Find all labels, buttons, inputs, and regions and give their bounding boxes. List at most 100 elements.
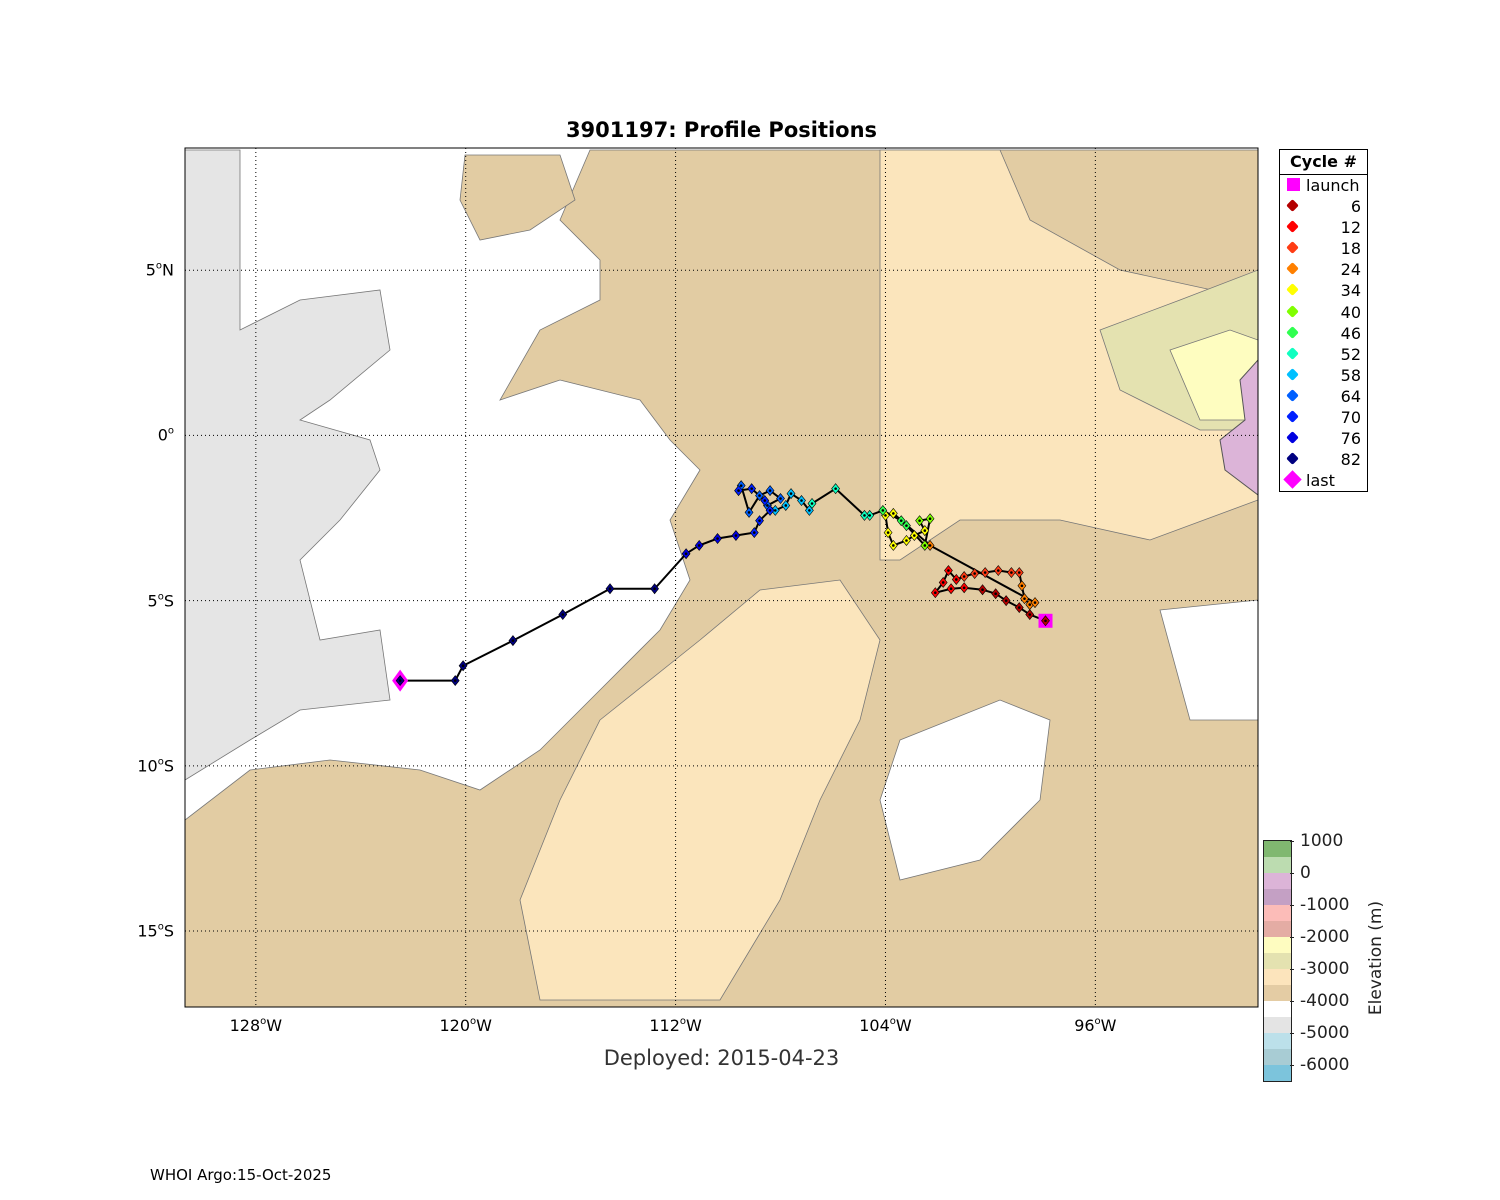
profile-point-center xyxy=(1028,603,1032,606)
profile-point-center xyxy=(884,514,887,517)
diamond-icon xyxy=(1286,304,1299,318)
colorbar-band xyxy=(1264,873,1291,889)
colorbar-tick xyxy=(1290,905,1294,906)
colorbar-tick xyxy=(1290,1065,1294,1066)
profile-point-center xyxy=(737,489,740,492)
colorbar-band xyxy=(1264,985,1291,1001)
profile-point-center xyxy=(684,552,688,556)
profile-point-center xyxy=(453,679,457,682)
colorbar-tick xyxy=(1290,1001,1294,1002)
profile-point-center xyxy=(1004,599,1008,602)
legend-item: 58 xyxy=(1280,365,1367,386)
colorbar-band xyxy=(1264,921,1291,937)
profile-point-center xyxy=(784,504,788,507)
profile-point-center xyxy=(918,519,921,522)
profile-point-center xyxy=(923,529,927,532)
profile-point-center xyxy=(981,588,984,592)
profile-point-center xyxy=(1017,606,1021,609)
x-tick-label: 96oW xyxy=(1074,1016,1117,1035)
profile-point-center xyxy=(1010,571,1013,574)
diamond-icon xyxy=(1286,410,1299,423)
x-tick-label: 120oW xyxy=(439,1016,492,1035)
colorbar-tick-label: 1000 xyxy=(1300,831,1344,851)
profile-point-center xyxy=(697,544,701,547)
profile-point-center xyxy=(398,679,402,682)
diamond-icon xyxy=(1286,262,1299,276)
profile-point-center xyxy=(561,613,565,616)
profile-point-center xyxy=(773,509,777,512)
colorbar-tick-label: -5000 xyxy=(1300,1023,1350,1043)
profile-point-center xyxy=(800,499,803,502)
profile-point-center xyxy=(892,544,895,547)
colorbar-tick xyxy=(1290,1033,1294,1034)
chart-title: 3901197: Profile Positions xyxy=(565,118,878,142)
profile-point-center xyxy=(868,514,872,517)
diamond-icon xyxy=(1286,367,1299,381)
diamond-icon xyxy=(1286,241,1299,255)
diamond-icon xyxy=(1286,389,1299,402)
colorbar-band xyxy=(1264,1049,1291,1065)
profile-point-center xyxy=(1020,584,1024,588)
profile-point-center xyxy=(962,586,966,590)
x-tick-label: 104oW xyxy=(859,1016,912,1035)
diamond-icon xyxy=(1286,452,1299,466)
profile-point-center xyxy=(810,502,814,505)
profile-point-center xyxy=(863,514,866,517)
colorbar-tick xyxy=(1290,937,1294,938)
profile-point-center xyxy=(779,497,782,500)
profile-point-center xyxy=(766,504,769,507)
colorbar-tick-label: -1000 xyxy=(1300,895,1350,915)
colorbar-tick-label: -6000 xyxy=(1300,1055,1350,1075)
profile-point-center xyxy=(913,534,916,537)
legend-item: 40 xyxy=(1280,302,1367,323)
y-tick-label: 0o xyxy=(157,425,174,445)
profile-point-center xyxy=(886,531,890,534)
colorbar-tick-label: 0 xyxy=(1300,863,1311,883)
colorbar-tick-label: -3000 xyxy=(1300,959,1350,979)
profile-point-center xyxy=(941,581,945,584)
profile-point-center xyxy=(973,572,976,575)
legend-item: 64 xyxy=(1280,386,1367,407)
profile-point-center xyxy=(983,571,987,574)
colorbar-band xyxy=(1264,937,1291,953)
legend-item: 24 xyxy=(1280,259,1367,280)
profile-point-center xyxy=(747,511,751,514)
profile-point-center xyxy=(996,569,1000,572)
launch-square-icon xyxy=(1287,178,1300,191)
diamond-icon xyxy=(1286,283,1299,297)
deployed-date: Deployed: 2015-04-23 xyxy=(603,1046,840,1070)
footer-credit: WHOI Argo:15-Oct-2025 xyxy=(150,1166,332,1184)
profile-point-center xyxy=(905,524,908,527)
profile-point-center xyxy=(808,509,811,512)
profile-point-center xyxy=(1023,597,1026,600)
last-diamond-icon xyxy=(1283,470,1302,490)
float-track xyxy=(392,480,1053,692)
profile-point-center xyxy=(752,531,756,534)
profile-point-center xyxy=(994,592,997,595)
profile-point-center xyxy=(962,575,966,578)
profile-point-center xyxy=(768,509,772,512)
profile-point-center xyxy=(758,494,761,497)
colorbar-tick xyxy=(1290,969,1294,970)
legend-item-launch: launch xyxy=(1280,175,1367,196)
colorbar-tick xyxy=(1290,841,1294,842)
profile-point-center xyxy=(881,509,885,512)
elevation-colorbar xyxy=(1263,840,1292,1082)
colorbar-label: Elevation (m) xyxy=(1366,900,1386,1016)
profile-point-center xyxy=(768,489,772,492)
legend-item: 82 xyxy=(1280,449,1367,470)
x-tick-label: 112oW xyxy=(649,1016,702,1035)
profile-point-center xyxy=(716,537,719,540)
colorbar-band xyxy=(1264,1001,1291,1017)
diamond-icon xyxy=(1286,325,1299,339)
diamond-icon xyxy=(1286,431,1299,444)
legend-item: 18 xyxy=(1280,238,1367,259)
profile-point-center xyxy=(734,534,738,537)
diamond-icon xyxy=(1286,199,1299,212)
y-tick-label: 5oN xyxy=(145,260,174,280)
profile-point-center xyxy=(461,664,465,668)
profile-point-center xyxy=(511,639,515,642)
profile-point-center xyxy=(789,492,793,495)
colorbar-tick xyxy=(1290,873,1294,874)
